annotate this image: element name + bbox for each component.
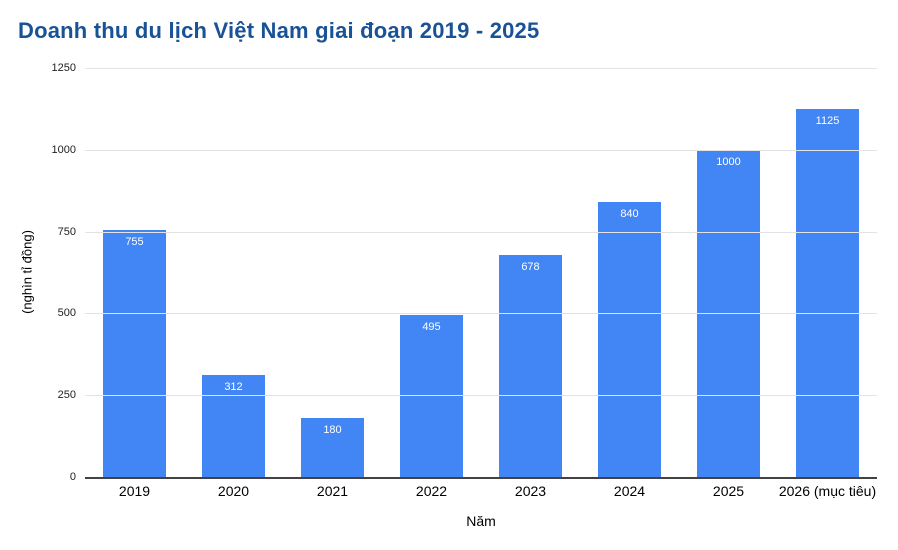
bar-2026 (mục tiêu): 1125 [796, 108, 859, 477]
y-tick-label-1250: 1250 [51, 62, 76, 74]
x-tick-label-2024: 2024 [613, 483, 646, 499]
gridline-750 [85, 231, 877, 233]
bar-column-2023: 678 [481, 68, 580, 477]
x-tick-label-2023: 2023 [514, 483, 547, 499]
bar-column-2019: 755 [85, 68, 184, 477]
bar-value-label-2019: 755 [125, 235, 144, 248]
bar-value-label-2022: 495 [422, 321, 441, 334]
bar-value-label-2020: 312 [224, 380, 243, 393]
plot-area: 755 312 180 495 678 840 1000 1125 [85, 68, 877, 479]
y-tick-label-0: 0 [69, 471, 76, 483]
gridline-250 [85, 395, 877, 397]
bar-2023: 678 [499, 255, 562, 477]
gridline-1250 [85, 68, 877, 69]
bar-column-2022: 495 [382, 68, 481, 477]
y-tick-label-750: 750 [57, 225, 76, 238]
x-tick-label-2020: 2020 [217, 483, 250, 499]
y-axis-tick-labels: 0 250 500 750 1000 1250 [0, 0, 76, 550]
bar-value-label-2026 (mục tiêu): 1125 [815, 114, 840, 127]
bar-column-2024: 840 [580, 68, 679, 477]
bars-row: 755 312 180 495 678 840 1000 1125 [85, 68, 877, 477]
bar-value-label-2024: 840 [620, 208, 639, 221]
x-tick-label-2026 (mục tiêu): 2026 (mục tiêu) [778, 483, 877, 499]
gridline-500 [85, 313, 877, 315]
bar-value-label-2025: 1000 [716, 155, 741, 168]
x-tick-label-2019: 2019 [118, 483, 151, 499]
x-tick-label-2021: 2021 [316, 483, 349, 499]
x-axis-tick-labels: 2019 2020 2021 2022 2023 2024 2025 2026 (mục ti… [85, 483, 877, 499]
y-tick-label-1000: 1000 [51, 143, 76, 156]
bar-column-2020: 312 [184, 68, 283, 477]
x-tick-label-2022: 2022 [415, 483, 448, 499]
y-tick-label-500: 500 [57, 307, 76, 320]
bar-column-2026 (mục tiêu): 1125 [778, 68, 877, 477]
bar-2019: 755 [103, 229, 166, 477]
y-tick-label-250: 250 [57, 389, 76, 402]
x-tick-label-2025: 2025 [712, 483, 745, 499]
x-axis-title: Năm [466, 513, 496, 529]
bar-value-label-2021: 180 [323, 424, 342, 437]
bar-2020: 312 [202, 374, 265, 477]
bar-column-2021: 180 [283, 68, 382, 477]
bar-value-label-2023: 678 [521, 261, 540, 274]
gridline-1000 [85, 149, 877, 151]
bar-column-2025: 1000 [679, 68, 778, 477]
bar-2021: 180 [301, 418, 364, 477]
bar-2024: 840 [598, 202, 661, 477]
chart-title: Doanh thu du lịch Việt Nam giai đoạn 201… [18, 18, 540, 43]
